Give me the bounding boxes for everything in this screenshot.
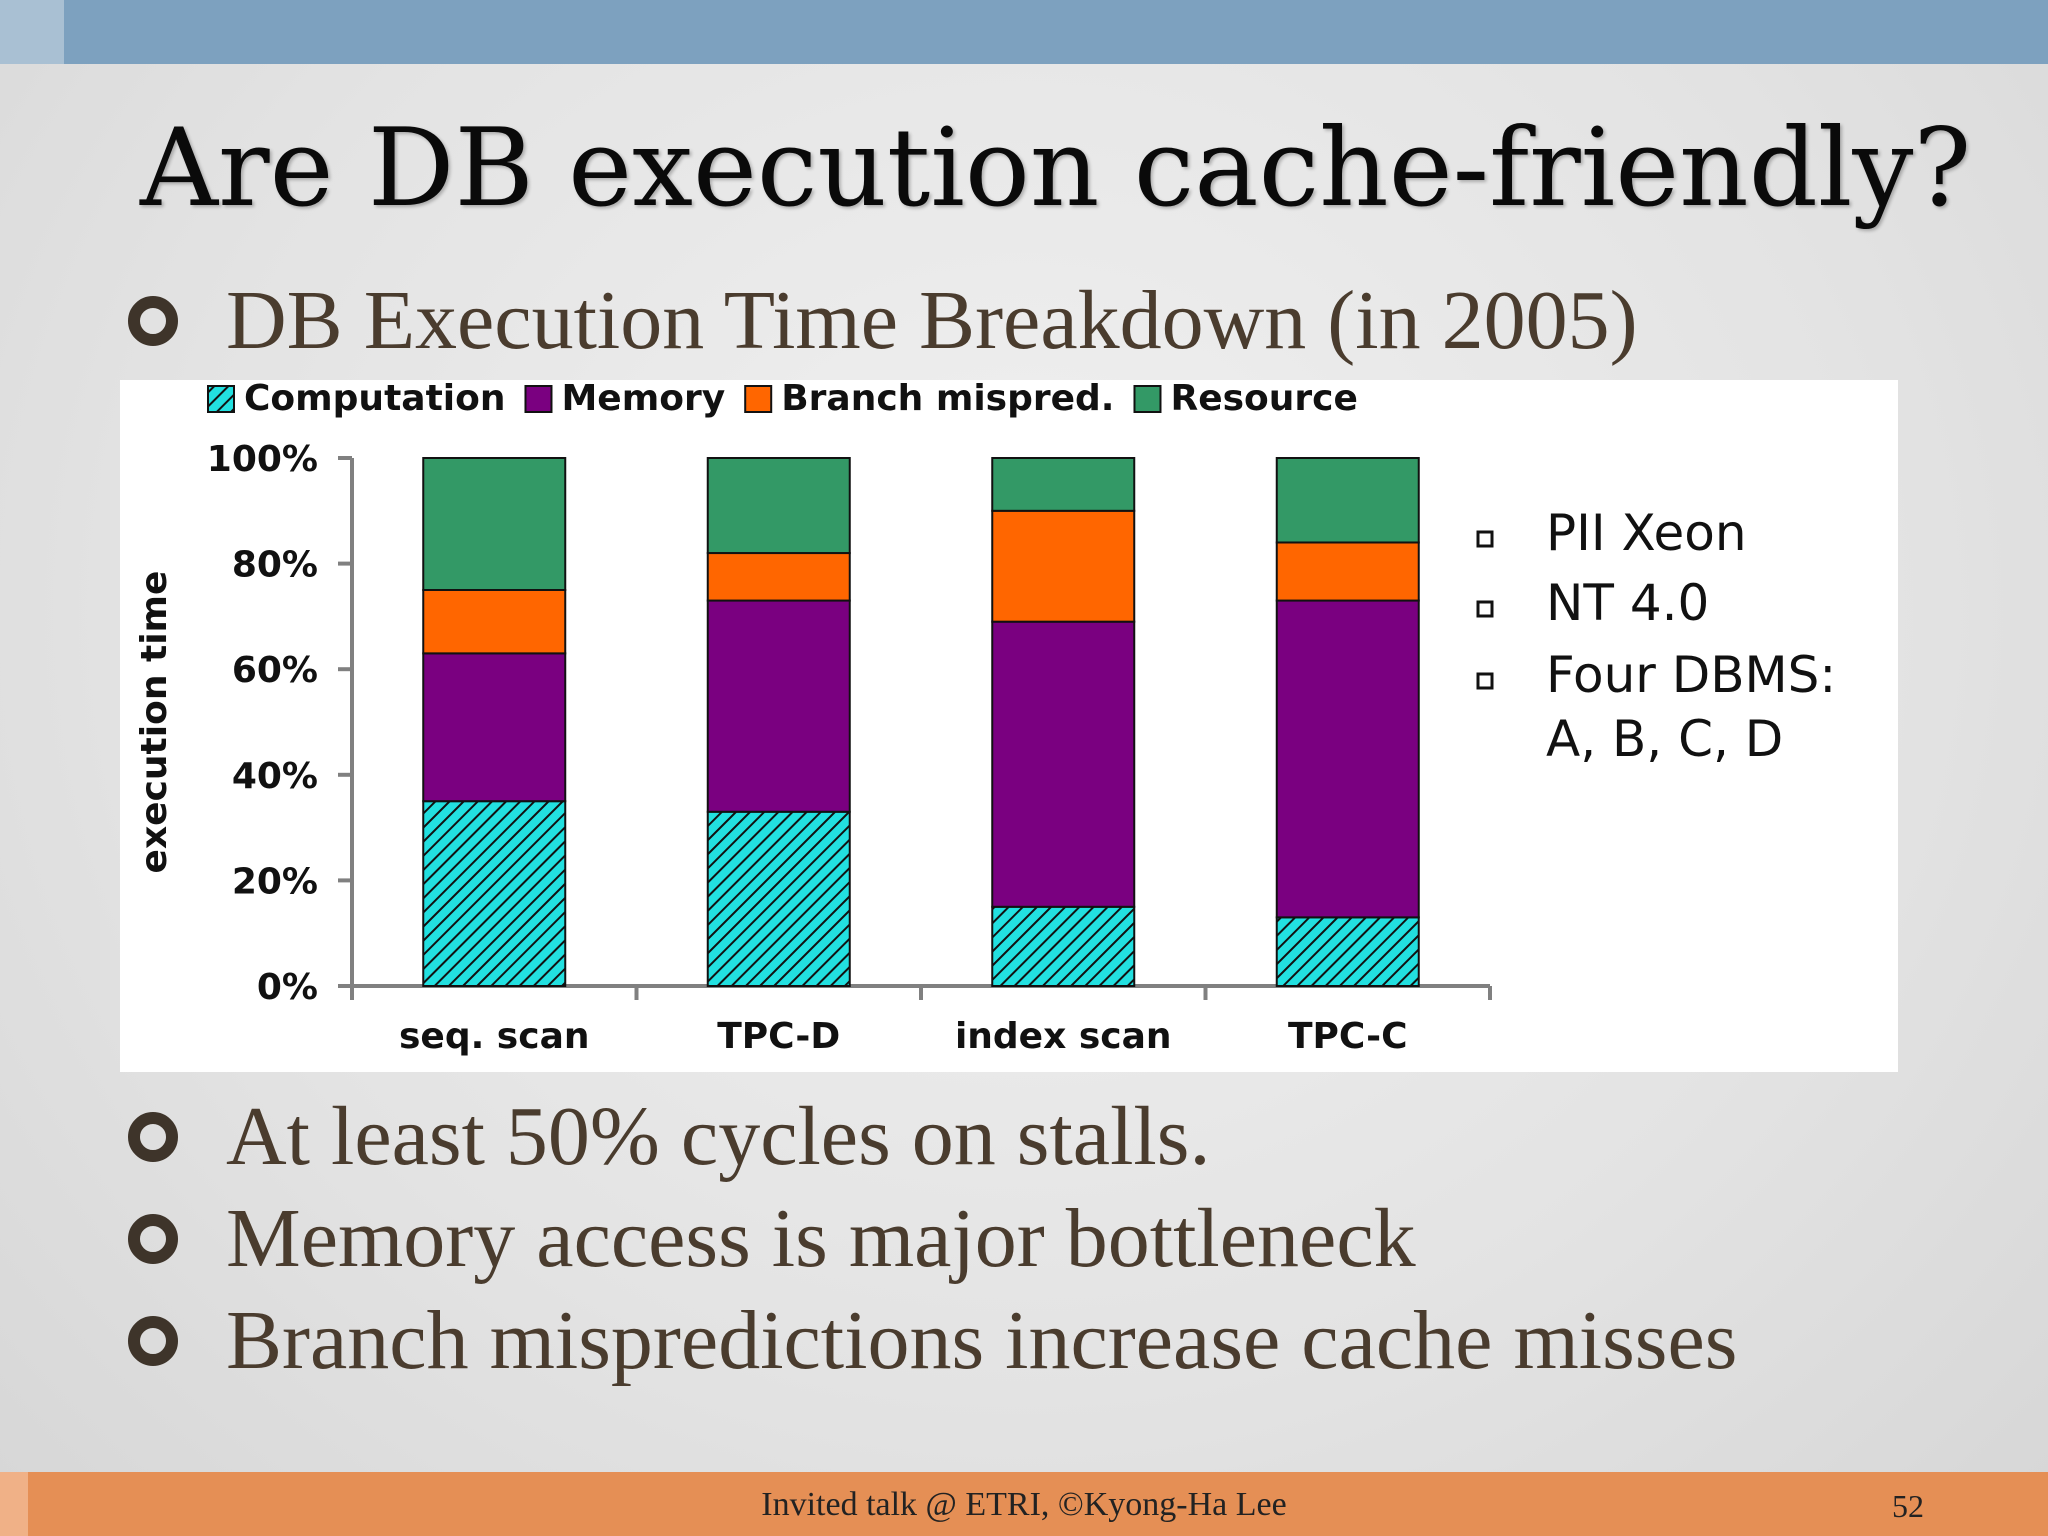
chart-annotation: A, B, C, D [1546, 710, 1783, 768]
bar-segment-memory [706, 599, 851, 813]
legend-swatch [207, 385, 235, 413]
bar-segment-memory [991, 620, 1136, 908]
y-tick-label: 100% [207, 439, 318, 480]
bar-segment-computation [991, 905, 1136, 987]
footer-accent [0, 1472, 28, 1536]
bullet-icon [128, 295, 178, 346]
bar-segment-memory [1275, 599, 1420, 919]
footer-credit: Invited talk @ ETRI, ©Kyong-Ha Lee [761, 1486, 1287, 1523]
legend-label: Branch mispred. [781, 380, 1114, 419]
bar-segment-branch-mispred [991, 509, 1136, 623]
bar-segment-resource [422, 457, 567, 591]
bar-segment-memory [422, 652, 567, 803]
legend-swatch [1133, 385, 1162, 413]
top-bar [0, 0, 2048, 64]
bullet-text: At least 50% cycles on stalls. [226, 1090, 1211, 1183]
chart-annotation: PII Xeon [1546, 504, 1747, 562]
chart-annotation: Four DBMS: [1546, 646, 1836, 704]
bar-segment-computation [1275, 916, 1420, 987]
x-tick-label: index scan [955, 1016, 1172, 1057]
annotation-bullet-icon [1476, 672, 1494, 690]
legend-swatch [524, 385, 553, 413]
bullet-3: Memory access is major bottleneck [128, 1190, 1416, 1287]
y-tick-label: 60% [232, 650, 318, 691]
x-tick-label: TPC-C [1288, 1016, 1408, 1057]
bar-segment-branch-mispred [706, 552, 851, 602]
top-bar-accent [0, 0, 64, 64]
stacked-bar-chart: 0% 20% 40% 60% 80% 100% execution time seq. sca… [134, 380, 1836, 1057]
y-tick-label: 40% [232, 756, 318, 797]
bullet-4: Branch mispredictions increase cache mis… [128, 1292, 1737, 1389]
bullet-1: DB Execution Time Breakdown (in 2005) [128, 272, 1638, 369]
bullet-icon [128, 1315, 178, 1366]
chart-panel: 0% 20% 40% 60% 80% 100% execution time seq. sca… [120, 380, 1898, 1072]
slide-title: Are DB execution cache-friendly? [140, 106, 1972, 231]
y-tick-label: 20% [232, 861, 318, 902]
annotation-bullet-icon [1476, 530, 1494, 548]
legend-swatch [744, 385, 773, 413]
bullet-text: Branch mispredictions increase cache mis… [226, 1294, 1738, 1387]
legend-label: Memory [561, 380, 725, 419]
bullet-text: DB Execution Time Breakdown (in 2005) [226, 274, 1638, 367]
bar-segment-computation [422, 800, 567, 988]
y-tick-label: 0% [257, 967, 318, 1008]
legend-label: Resource [1170, 380, 1357, 419]
bullet-icon [128, 1213, 178, 1264]
y-tick-label: 80% [232, 545, 318, 586]
bar-segment-branch-mispred [422, 589, 567, 655]
y-axis-label: execution time [134, 571, 175, 874]
bar-segment-computation [706, 810, 851, 988]
bar-segment-branch-mispred [1275, 541, 1420, 602]
x-tick-label: TPC-D [717, 1016, 840, 1057]
footer-bar: Invited talk @ ETRI, ©Kyong-Ha Lee 52 [0, 1472, 2048, 1536]
bullet-2: At least 50% cycles on stalls. [128, 1088, 1210, 1185]
bar-segment-resource [1275, 457, 1420, 544]
page-number: 52 [1892, 1488, 1924, 1524]
x-tick-label: seq. scan [399, 1016, 590, 1057]
bar-segment-resource [706, 457, 851, 555]
chart-annotation: NT 4.0 [1546, 574, 1709, 632]
bullet-icon [128, 1111, 178, 1162]
bullet-text: Memory access is major bottleneck [226, 1192, 1416, 1285]
legend-label: Computation [244, 380, 505, 419]
bar-segment-resource [991, 457, 1136, 512]
annotation-bullet-icon [1476, 600, 1494, 618]
